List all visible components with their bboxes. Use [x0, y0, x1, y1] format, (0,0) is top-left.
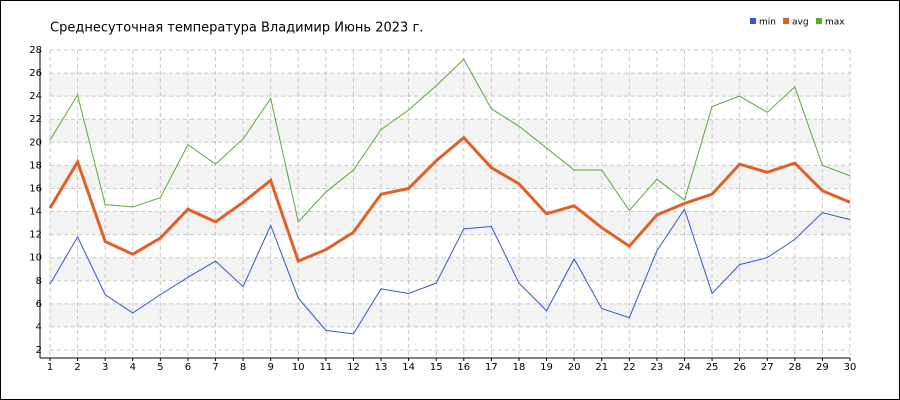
x-tick-label: 18: [513, 362, 526, 373]
y-tick-label: 6: [36, 299, 42, 310]
series-line: [49, 58, 851, 223]
legend-swatch: [783, 18, 789, 24]
x-tick-label: 10: [292, 362, 305, 373]
x-tick-label: 20: [568, 362, 581, 373]
x-tick-label: 24: [678, 362, 691, 373]
x-tick-label: 30: [844, 362, 857, 373]
x-tick-label: 14: [402, 362, 415, 373]
y-tick-label: 26: [29, 68, 42, 79]
legend-label: avg: [792, 18, 809, 28]
x-tick-label: 19: [540, 362, 553, 373]
x-tick-label: 22: [623, 362, 636, 373]
stripe: [50, 73, 850, 97]
x-tick-label: 7: [212, 362, 218, 373]
y-tick-label: 22: [29, 114, 42, 125]
x-tick-label: 16: [457, 362, 470, 373]
x-tick-label: 21: [595, 362, 608, 373]
x-tick-label: 13: [375, 362, 388, 373]
y-tick-label: 10: [29, 253, 42, 264]
y-tick-label: 16: [29, 183, 42, 194]
x-tick-label: 12: [347, 362, 360, 373]
x-tick-label: 29: [816, 362, 829, 373]
x-tick-label: 3: [102, 362, 108, 373]
x-tick-label: 8: [240, 362, 246, 373]
x-tick-label: 28: [788, 362, 801, 373]
x-tick-label: 6: [185, 362, 191, 373]
x-tick-label: 26: [733, 362, 746, 373]
legend-swatch: [816, 18, 822, 24]
x-tick-label: 4: [130, 362, 136, 373]
y-tick-label: 12: [29, 230, 42, 241]
y-tick-label: 20: [29, 137, 42, 148]
x-tick-label: 5: [157, 362, 163, 373]
x-tick-label: 27: [761, 362, 774, 373]
y-tick-label: 4: [36, 322, 42, 333]
legend-label: max: [825, 18, 845, 28]
legend-label: min: [759, 18, 776, 28]
stripe: [50, 119, 850, 143]
y-tick-label: 2: [36, 345, 42, 356]
legend-swatch: [750, 18, 756, 24]
x-tick-label: 15: [430, 362, 443, 373]
x-tick-label: 1: [47, 362, 53, 373]
x-tick-label: 11: [319, 362, 332, 373]
series-line: [49, 208, 851, 335]
y-tick-label: 8: [36, 276, 42, 287]
y-tick-label: 24: [29, 91, 42, 102]
y-tick-label: 14: [29, 207, 42, 218]
stripe: [50, 257, 850, 281]
stripe: [50, 165, 850, 189]
x-tick-label: 17: [485, 362, 498, 373]
chart-title: Среднесуточная температура Владимир Июнь…: [50, 21, 423, 36]
stripe: [50, 303, 850, 327]
x-tick-label: 23: [651, 362, 664, 373]
y-tick-label: 18: [29, 160, 42, 171]
series-line: [48, 135, 851, 264]
x-tick-label: 9: [268, 362, 274, 373]
x-tick-label: 2: [74, 362, 80, 373]
stripe: [50, 211, 850, 235]
y-tick-label: 28: [29, 45, 42, 56]
x-tick-label: 25: [706, 362, 719, 373]
